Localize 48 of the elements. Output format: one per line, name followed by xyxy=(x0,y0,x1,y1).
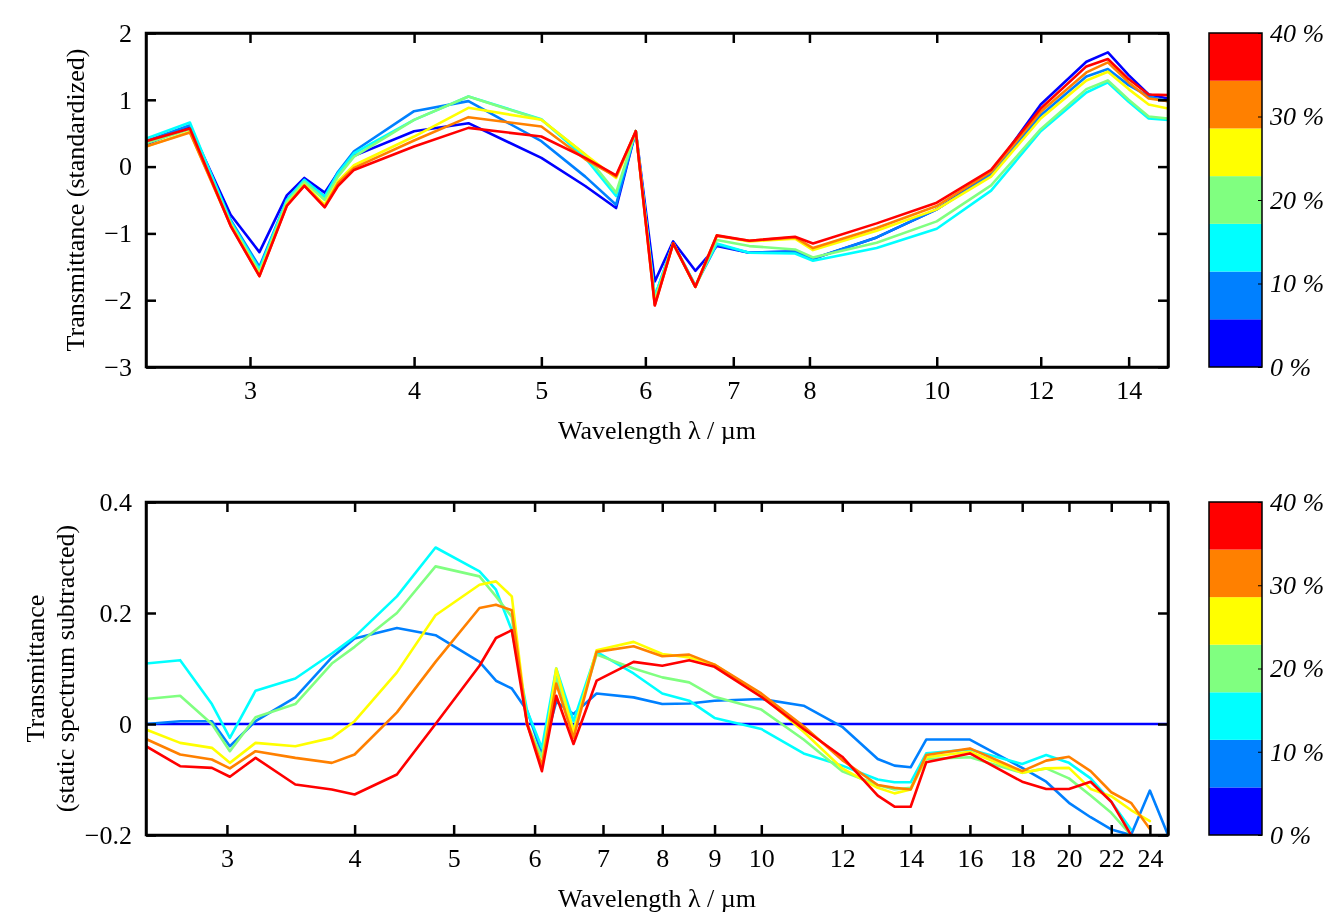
y-tick-label: −1 xyxy=(104,219,132,249)
y-tick-label: 1 xyxy=(119,85,132,115)
x-axis-title: Wavelength λ / µm xyxy=(557,416,757,445)
x-tick-label: 14 xyxy=(1116,376,1143,406)
x-axis-title: Wavelength λ / µm xyxy=(557,884,757,913)
color-bar-label: 20 % xyxy=(1270,654,1325,684)
x-tick-label: 5 xyxy=(447,844,461,874)
x-tick-label: 4 xyxy=(348,844,362,874)
x-tick-label: 9 xyxy=(708,844,722,874)
x-tick-label: 7 xyxy=(597,844,610,874)
color-bar-label: 10 % xyxy=(1270,737,1325,767)
color-bar-label: 0 % xyxy=(1270,820,1312,850)
y-axis-title: Transmittance (static spectrum subtracted) xyxy=(21,524,80,813)
x-tick-label: 14 xyxy=(898,844,925,874)
y-tick-label: −0.2 xyxy=(84,820,132,850)
color-bar-label: 40 % xyxy=(1270,18,1325,48)
color-bar-label: 20 % xyxy=(1270,185,1325,215)
y-tick-label: 0 xyxy=(119,709,132,739)
x-tick-label: 7 xyxy=(727,376,741,406)
x-tick-label: 3 xyxy=(243,376,257,406)
x-tick-label: 18 xyxy=(1009,844,1036,874)
y-tick-label: 0 xyxy=(119,152,132,182)
y-axis-title: Transmittance (standardized) xyxy=(61,48,90,352)
color-bar-label: 40 % xyxy=(1270,487,1325,517)
y-tick-label: 0.2 xyxy=(99,598,132,628)
y-tick-label: −2 xyxy=(104,286,132,316)
color-bar-label: 30 % xyxy=(1269,571,1325,601)
x-tick-label: 6 xyxy=(639,376,653,406)
color-bar-label: 30 % xyxy=(1269,102,1325,132)
y-tick-label: 2 xyxy=(119,18,132,48)
x-tick-label: 3 xyxy=(220,844,234,874)
x-tick-label: 24 xyxy=(1137,844,1164,874)
y-tick-label: −3 xyxy=(104,352,132,382)
y-tick-label: 0.4 xyxy=(99,487,132,517)
x-tick-label: 16 xyxy=(957,844,984,874)
x-tick-label: 10 xyxy=(748,844,775,874)
x-tick-label: 12 xyxy=(829,844,856,874)
x-tick-label: 6 xyxy=(528,844,542,874)
x-tick-label: 10 xyxy=(924,376,951,406)
x-tick-label: 5 xyxy=(535,376,549,406)
x-tick-label: 4 xyxy=(408,376,422,406)
color-bar-label: 10 % xyxy=(1270,269,1325,299)
x-tick-label: 12 xyxy=(1028,376,1055,406)
color-bar-label: 0 % xyxy=(1270,352,1312,382)
x-tick-label: 8 xyxy=(803,376,817,406)
x-tick-label: 8 xyxy=(656,844,670,874)
x-tick-label: 20 xyxy=(1056,844,1083,874)
x-tick-label: 22 xyxy=(1098,844,1125,874)
